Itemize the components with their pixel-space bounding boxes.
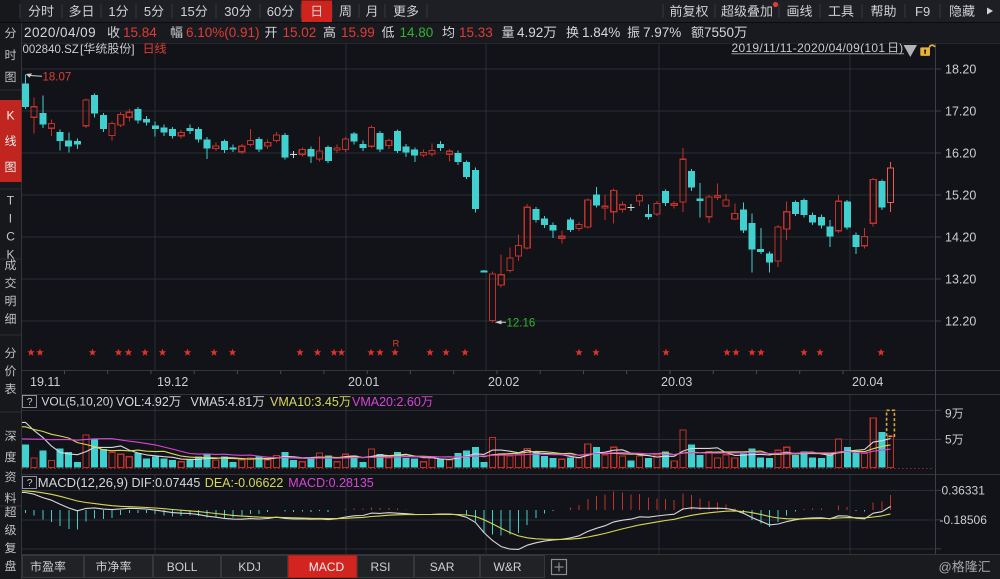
svg-text:30: 30 (224, 4, 238, 19)
svg-text:4.92: 4.92 (517, 25, 543, 40)
svg-text:17.20: 17.20 (945, 104, 976, 118)
svg-text:MACD: MACD (309, 560, 345, 574)
svg-text:W&R: W&R (494, 560, 522, 574)
svg-text:I: I (9, 211, 12, 225)
svg-text:15: 15 (180, 4, 194, 19)
svg-text:20.02: 20.02 (488, 375, 519, 389)
svg-text:MACD:0.28135: MACD:0.28135 (288, 476, 374, 490)
svg-text:R: R (393, 339, 400, 350)
svg-text:KDJ: KDJ (238, 560, 261, 574)
svg-text:]: ] (131, 42, 134, 56)
svg-text:12.20: 12.20 (945, 314, 976, 328)
svg-text:60: 60 (267, 4, 281, 19)
svg-text:1: 1 (108, 4, 115, 19)
svg-text:16.20: 16.20 (945, 146, 976, 160)
svg-text:F9: F9 (915, 4, 930, 19)
svg-text:[: [ (80, 42, 84, 56)
svg-text:K: K (7, 108, 15, 122)
svg-text:MACD(12,26,9): MACD(12,26,9) (38, 475, 128, 490)
svg-text:14.80: 14.80 (400, 25, 434, 40)
svg-text:15.02: 15.02 (283, 25, 317, 40)
svg-text:): ) (899, 41, 903, 55)
svg-text:DEA:-0.06622: DEA:-0.06622 (205, 476, 284, 490)
svg-text:@: @ (939, 559, 952, 574)
svg-text:0.36331: 0.36331 (942, 484, 986, 498)
svg-text:VOL:4.92: VOL:4.92 (116, 395, 169, 409)
svg-text:VMA5:4.81: VMA5:4.81 (191, 395, 253, 409)
svg-text:SAR: SAR (430, 560, 455, 574)
svg-text:?: ? (27, 477, 33, 489)
svg-text:20.01: 20.01 (348, 375, 379, 389)
svg-text:VMA20:2.60: VMA20:2.60 (352, 395, 421, 409)
svg-text:18.20: 18.20 (945, 62, 976, 76)
svg-text:T: T (7, 193, 15, 207)
svg-text:-0.18506: -0.18506 (940, 513, 988, 527)
svg-text:?: ? (27, 396, 33, 408)
svg-text:12.16: 12.16 (507, 318, 536, 330)
svg-text:2020/04/09: 2020/04/09 (24, 25, 96, 40)
svg-text:15.84: 15.84 (123, 25, 157, 40)
svg-text:15.20: 15.20 (945, 188, 976, 202)
svg-text:5: 5 (945, 433, 952, 447)
svg-text:9: 9 (945, 407, 952, 421)
svg-text:15.99: 15.99 (341, 25, 375, 40)
svg-text:BOLL: BOLL (167, 560, 198, 574)
svg-text:19.12: 19.12 (157, 375, 188, 389)
svg-text:2019/11/11-2020/04/09(101: 2019/11/11-2020/04/09(101 (732, 41, 886, 55)
svg-text:C: C (6, 229, 15, 243)
svg-text:13.20: 13.20 (945, 272, 976, 286)
svg-text:19.11: 19.11 (30, 375, 60, 389)
svg-text:20.03: 20.03 (661, 375, 692, 389)
svg-text:VOL(5,10,20): VOL(5,10,20) (41, 394, 113, 408)
svg-text:RSI: RSI (371, 560, 391, 574)
svg-text:VMA10:3.45: VMA10:3.45 (270, 395, 339, 409)
svg-text:K: K (7, 247, 15, 261)
svg-text:20.04: 20.04 (852, 375, 883, 389)
svg-text:002840.SZ: 002840.SZ (23, 44, 79, 56)
svg-text:7550: 7550 (704, 25, 734, 40)
svg-text:15.33: 15.33 (459, 25, 493, 40)
svg-text:5: 5 (144, 4, 151, 19)
svg-text:7.97%: 7.97% (643, 25, 681, 40)
svg-text:6.10%(0.91): 6.10%(0.91) (186, 25, 260, 40)
svg-text:DIF:0.07445: DIF:0.07445 (132, 476, 201, 490)
svg-text:18.07: 18.07 (43, 71, 72, 83)
svg-text:14.20: 14.20 (945, 230, 976, 244)
svg-text:1.84%: 1.84% (582, 25, 620, 40)
